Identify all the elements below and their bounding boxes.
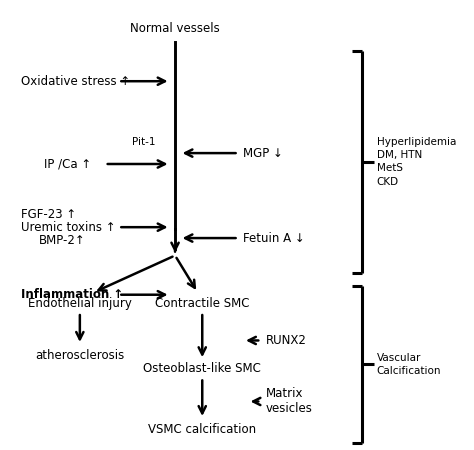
Text: Fetuin A ↓: Fetuin A ↓: [243, 232, 305, 244]
Text: Uremic toxins ↑: Uremic toxins ↑: [21, 220, 116, 234]
Text: Hyperlipidemia
DM, HTN
MetS
CKD: Hyperlipidemia DM, HTN MetS CKD: [377, 137, 456, 187]
Text: Inflammation ↑: Inflammation ↑: [21, 288, 123, 301]
Text: Oxidative stress ↑: Oxidative stress ↑: [21, 75, 130, 88]
Text: BMP-2↑: BMP-2↑: [39, 234, 86, 247]
Text: Osteoblast-like SMC: Osteoblast-like SMC: [143, 362, 261, 375]
Text: Contractile SMC: Contractile SMC: [155, 297, 249, 310]
Text: FGF-23 ↑: FGF-23 ↑: [21, 207, 76, 220]
Text: MGP ↓: MGP ↓: [243, 147, 283, 160]
Text: Normal vessels: Normal vessels: [130, 22, 220, 36]
Text: Endothelial injury: Endothelial injury: [28, 297, 132, 310]
Text: atherosclerosis: atherosclerosis: [35, 349, 125, 362]
Text: VSMC calcification: VSMC calcification: [148, 423, 256, 436]
Text: IP /Ca ↑: IP /Ca ↑: [44, 158, 91, 171]
Text: Matrix
vesicles: Matrix vesicles: [266, 387, 312, 415]
Text: Pit-1: Pit-1: [132, 137, 155, 147]
Text: RUNX2: RUNX2: [266, 334, 307, 347]
Text: Vascular
Calcification: Vascular Calcification: [377, 353, 441, 376]
